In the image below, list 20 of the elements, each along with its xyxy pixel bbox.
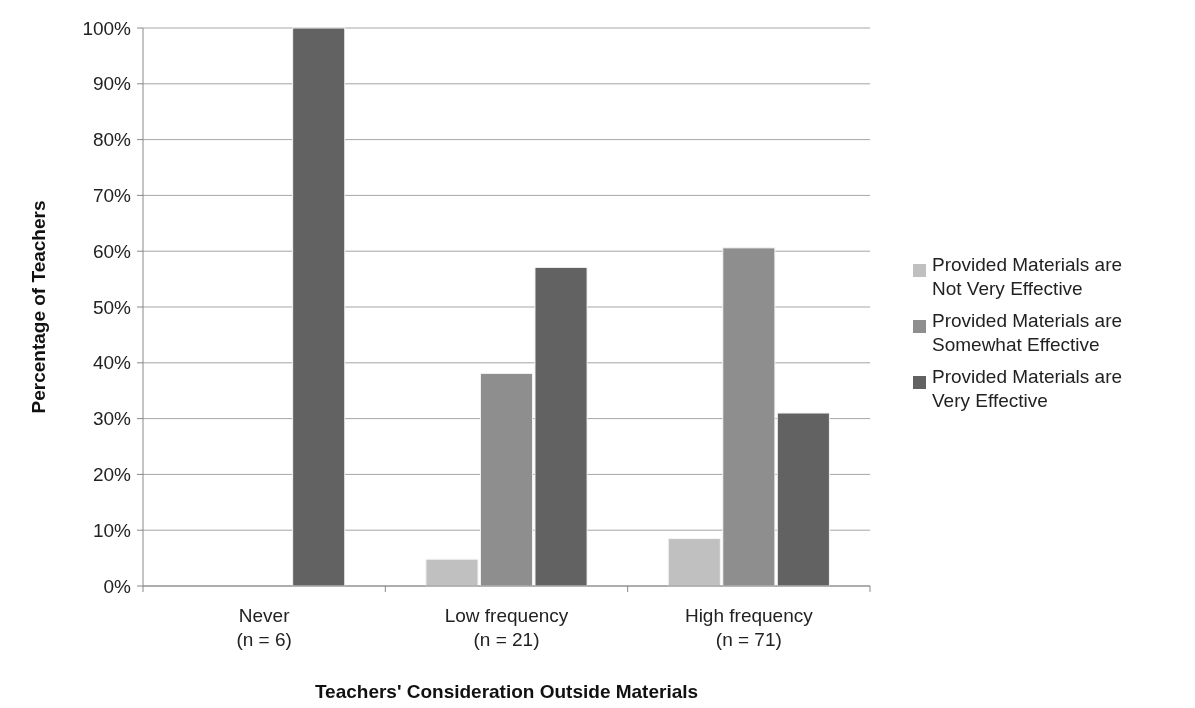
y-tick-label: 90% bbox=[92, 73, 132, 95]
x-axis-title: Teachers' Consideration Outside Materials bbox=[314, 681, 699, 702]
y-tick-label: 80% bbox=[92, 129, 132, 151]
y-tick-label: 20% bbox=[92, 464, 132, 486]
y-tick-label: 10% bbox=[92, 519, 132, 541]
y-tick-label: 40% bbox=[92, 352, 132, 374]
x-tick-label: High frequency (n = 71) bbox=[684, 605, 814, 650]
y-tick-label: 50% bbox=[92, 296, 132, 318]
y-tick-label: 70% bbox=[92, 185, 132, 207]
legend-label: Provided Materials are Very Effective bbox=[932, 366, 1123, 411]
y-axis-title: Percentage of Teachers bbox=[28, 200, 49, 414]
y-tick-label: 30% bbox=[92, 408, 132, 430]
bar bbox=[292, 27, 346, 587]
x-tick-label: Low frequency (n = 21) bbox=[444, 605, 569, 650]
legend-label: Provided Materials are Not Very Effective bbox=[932, 254, 1123, 299]
y-tick-label: 0% bbox=[103, 575, 132, 597]
x-tick-label: Never (n = 6) bbox=[236, 605, 292, 650]
legend-label: Provided Materials are Somewhat Effective bbox=[932, 310, 1123, 355]
y-tick-label: 60% bbox=[92, 240, 132, 262]
y-tick-label: 100% bbox=[82, 17, 132, 39]
